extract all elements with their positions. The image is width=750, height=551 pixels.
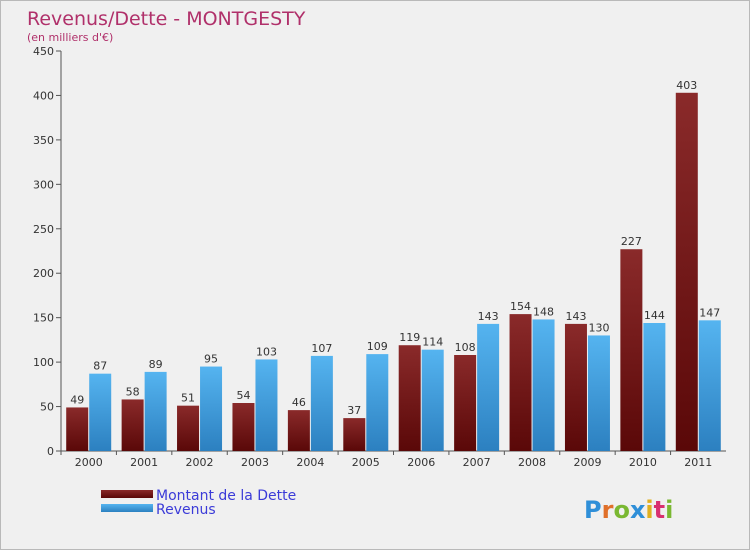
bar-revenus <box>144 371 167 451</box>
legend-swatch-debt <box>101 490 153 498</box>
value-label: 154 <box>510 300 531 313</box>
x-tick-label: 2004 <box>296 456 324 469</box>
y-tick-label: 450 <box>33 45 54 58</box>
bar-dette <box>121 399 144 451</box>
bar-revenus <box>643 323 666 451</box>
value-label: 109 <box>367 340 388 353</box>
bar-revenus <box>532 319 555 451</box>
bar-dette <box>398 345 421 451</box>
bar-revenus <box>477 323 500 451</box>
value-label: 89 <box>149 358 163 371</box>
value-label: 54 <box>236 389 250 402</box>
bar-revenus <box>255 359 278 451</box>
bar-revenus <box>89 373 112 451</box>
x-tick-label: 2002 <box>186 456 214 469</box>
x-tick-label: 2005 <box>352 456 380 469</box>
value-label: 37 <box>347 404 361 417</box>
x-tick-label: 2003 <box>241 456 269 469</box>
value-label: 103 <box>256 345 277 358</box>
value-label: 144 <box>644 309 665 322</box>
x-tick-label: 2007 <box>463 456 491 469</box>
bars <box>66 92 721 452</box>
value-label: 130 <box>588 321 609 334</box>
bar-revenus <box>366 354 389 451</box>
bar-dette <box>454 355 477 451</box>
value-label: 51 <box>181 392 195 405</box>
bar-revenus <box>421 349 444 451</box>
y-tick-label: 200 <box>33 267 54 280</box>
bar-revenus <box>200 366 223 451</box>
value-label: 143 <box>565 310 586 323</box>
bar-dette <box>675 92 698 452</box>
x-tick-label: 2009 <box>573 456 601 469</box>
y-axis: 0 50 100 150 200 250 300 350 400 450 <box>33 45 62 458</box>
value-labels: 49 58 51 54 46 37 119 108 154 143 227 403 87 89 95 103 1… <box>70 79 720 417</box>
x-tick-label: 2011 <box>684 456 712 469</box>
value-label: 148 <box>533 305 554 318</box>
value-label: 58 <box>126 385 140 398</box>
y-tick-label: 350 <box>33 134 54 147</box>
value-label: 108 <box>455 341 476 354</box>
chart-title: Revenus/Dette - MONTGESTY <box>27 8 306 30</box>
bar-revenus <box>310 355 333 451</box>
value-label: 147 <box>699 306 720 319</box>
legend-swatch-revenus <box>101 504 153 512</box>
value-label: 46 <box>292 396 306 409</box>
bar-revenus <box>587 335 610 451</box>
y-tick-label: 50 <box>40 401 54 414</box>
value-label: 403 <box>676 79 697 92</box>
x-axis: 2000 2001 2002 2003 2004 2005 2006 2007 2008 2009… <box>60 450 726 469</box>
x-tick-label: 2001 <box>130 456 158 469</box>
legend-label-revenus: Revenus <box>156 502 216 518</box>
bar-dette <box>343 418 366 451</box>
bar-dette <box>509 314 532 451</box>
value-label: 114 <box>422 336 443 349</box>
y-tick-label: 300 <box>33 178 54 191</box>
value-label: 119 <box>399 331 420 344</box>
value-label: 227 <box>621 235 642 248</box>
legend: Montant de la Dette Revenus <box>101 488 296 518</box>
x-tick-label: 2010 <box>629 456 657 469</box>
bar-revenus <box>698 320 721 451</box>
bar-dette <box>177 405 200 451</box>
value-label: 107 <box>311 342 332 355</box>
y-tick-label: 0 <box>47 445 54 458</box>
y-tick-label: 400 <box>33 89 54 102</box>
y-tick-label: 150 <box>33 312 54 325</box>
x-tick-label: 2000 <box>75 456 103 469</box>
x-tick-label: 2008 <box>518 456 546 469</box>
logo-text: Proxiti <box>584 496 673 524</box>
proxiti-logo: Proxiti <box>584 496 673 524</box>
value-label: 87 <box>93 360 107 373</box>
bar-dette <box>287 410 310 451</box>
value-label: 95 <box>204 353 218 366</box>
y-tick-label: 100 <box>33 356 54 369</box>
bar-dette <box>232 403 255 451</box>
value-label: 143 <box>478 310 499 323</box>
chart-subtitle: (en milliers d'€) <box>27 31 113 44</box>
value-label: 49 <box>70 393 84 406</box>
bar-dette <box>620 249 643 451</box>
bar-dette <box>66 407 89 451</box>
y-tick-label: 250 <box>33 223 54 236</box>
bar-dette <box>564 323 587 451</box>
x-tick-label: 2006 <box>407 456 435 469</box>
legend-label-debt: Montant de la Dette <box>156 488 296 504</box>
